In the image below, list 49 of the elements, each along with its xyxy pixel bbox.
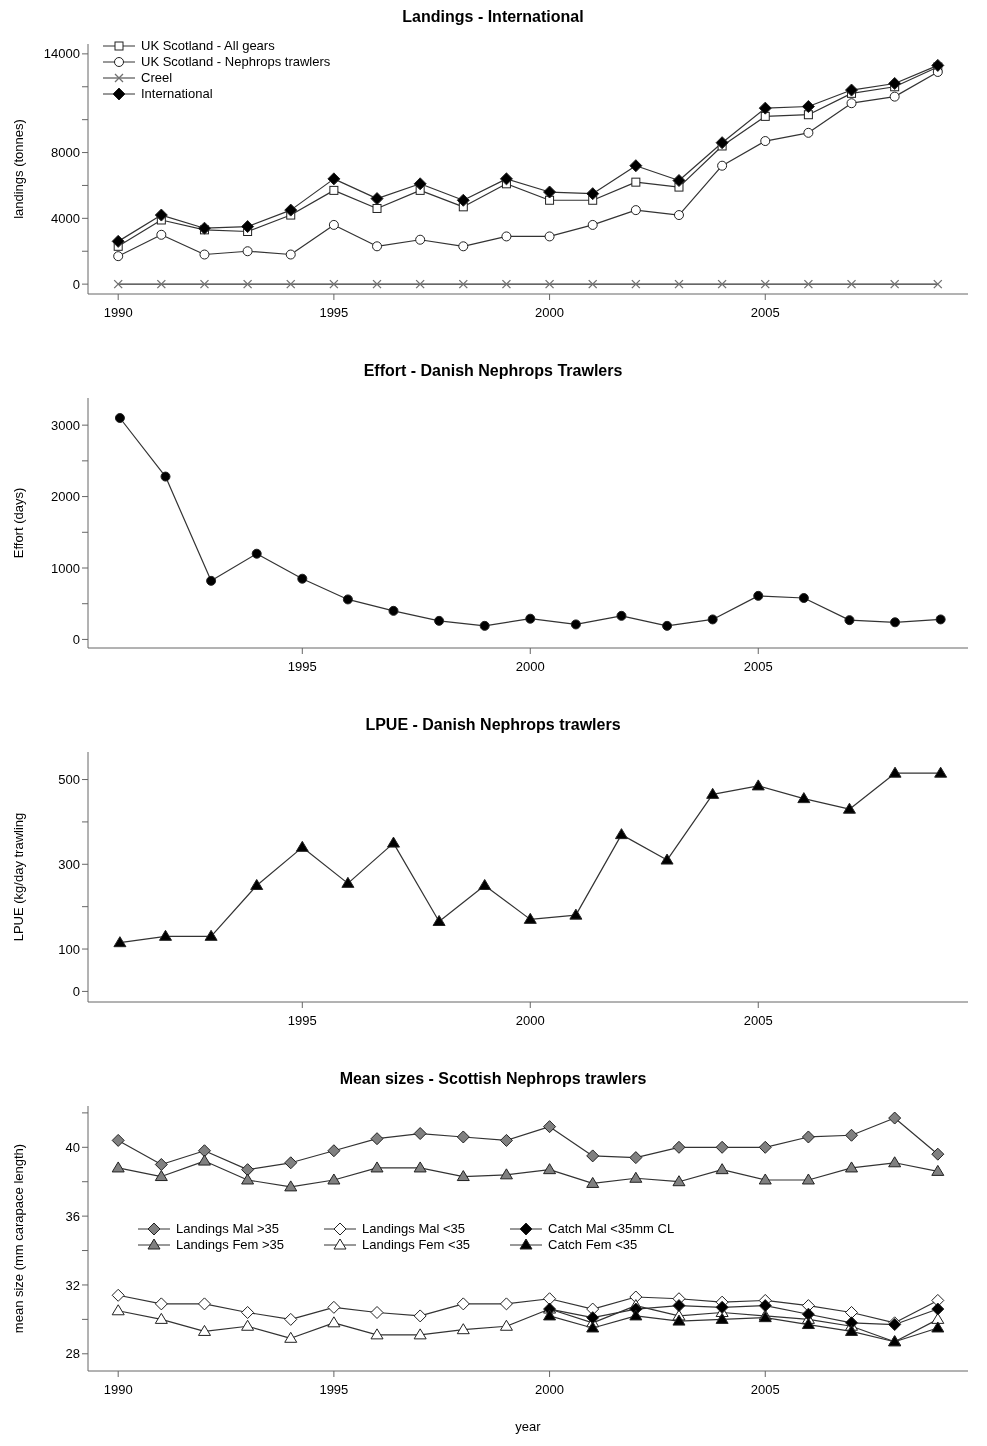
x-tick-label: 2005: [743, 659, 773, 675]
x-tick-label: 2000: [515, 1013, 545, 1029]
x-tick-label: 2005: [750, 1382, 780, 1398]
x-tick-label: 2000: [535, 1382, 565, 1398]
y-tick-label: 4000: [51, 210, 80, 226]
x-tick-label: 1990: [103, 1382, 133, 1398]
y-tick-label: 8000: [51, 145, 80, 161]
y-tick-label: 1000: [51, 560, 80, 576]
y-tick-label: 40: [65, 1139, 80, 1155]
y-tick-label: 2000: [51, 489, 80, 505]
x-tick-label: 1995: [319, 305, 349, 321]
chart-title: Effort - Danish Nephrops Trawlers: [362, 362, 624, 381]
y-tick-label: 300: [58, 856, 80, 872]
x-tick-label: 1990: [103, 305, 133, 321]
y-tick-label: 32: [65, 1277, 80, 1293]
y-axis-title: mean size (mm carapace length): [10, 1143, 26, 1334]
y-tick-label: 0: [72, 276, 80, 292]
legend-label: International: [141, 86, 213, 102]
x-tick-label: 1995: [319, 1382, 349, 1398]
x-tick-label: 1995: [287, 659, 317, 675]
y-axis-title: LPUE (kg/day trawling: [10, 812, 26, 942]
y-tick-label: 28: [65, 1346, 80, 1362]
y-tick-label: 0: [72, 632, 80, 648]
y-tick-label: 100: [58, 941, 80, 957]
y-tick-label: 14000: [43, 46, 80, 62]
chart-title: Landings - International: [401, 8, 585, 27]
legend-label: Landings Mal <35: [362, 1221, 466, 1237]
legend-label: Catch Fem <35: [548, 1237, 638, 1253]
x-tick-label: 2005: [750, 305, 780, 321]
legend-label: Catch Mal <35mm CL: [548, 1221, 675, 1237]
chart-title: Mean sizes - Scottish Nephrops trawlers: [338, 1070, 648, 1089]
legend-label: Landings Fem >35: [176, 1237, 285, 1253]
x-tick-label: 1995: [287, 1013, 317, 1029]
legend-label: UK Scotland - Nephrops trawlers: [141, 54, 331, 70]
chart-title: LPUE - Danish Nephrops trawlers: [364, 716, 622, 735]
y-tick-label: 36: [65, 1208, 80, 1224]
legend-label: Landings Mal >35: [176, 1221, 279, 1237]
x-axis-title: year: [515, 1419, 542, 1434]
legend-label: UK Scotland - All gears: [141, 38, 275, 54]
x-tick-label: 2000: [535, 305, 565, 321]
y-tick-label: 0: [72, 984, 80, 1000]
x-tick-label: 2005: [743, 1013, 773, 1029]
y-axis-title: landings (tonnes): [10, 119, 26, 219]
legend-label: Creel: [141, 70, 173, 86]
y-axis-title: Effort (days): [10, 487, 26, 559]
x-tick-label: 2000: [515, 659, 545, 675]
legend-label: Landings Fem <35: [362, 1237, 471, 1253]
y-tick-label: 500: [58, 772, 80, 788]
y-tick-label: 3000: [51, 417, 80, 433]
